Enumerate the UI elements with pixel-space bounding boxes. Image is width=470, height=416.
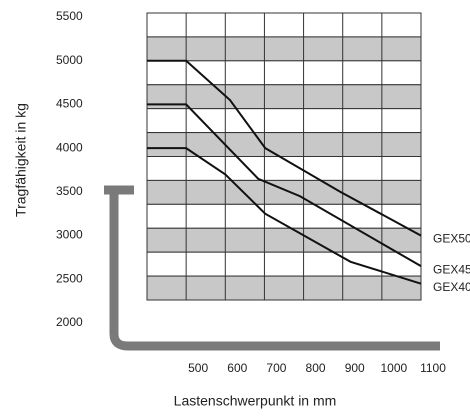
x-tick-label: 700 <box>266 361 286 375</box>
x-tick-label: 500 <box>188 361 208 375</box>
y-tick-label: 2000 <box>56 315 83 329</box>
series-label: GEX40 <box>433 280 470 294</box>
grid-band <box>147 109 421 133</box>
y-axis-title: Tragfähigkeit in kg <box>13 103 29 217</box>
x-tick-label: 800 <box>306 361 326 375</box>
y-tick-label: 3000 <box>56 228 83 242</box>
y-tick-label: 5000 <box>56 53 83 67</box>
y-tick-label: 5500 <box>56 9 83 23</box>
y-tick-label: 4000 <box>56 140 83 154</box>
x-tick-label: 600 <box>227 361 247 375</box>
grid-band <box>147 133 421 157</box>
y-tick-label: 4500 <box>56 97 83 111</box>
x-tick-label: 1100 <box>420 361 446 375</box>
grid-band <box>147 276 421 300</box>
chart: Tragfähigkeit in kg Lastenschwerpunkt in… <box>0 0 470 416</box>
grid-band <box>147 13 421 37</box>
x-axis-title: Lastenschwerpunkt in mm <box>174 393 337 409</box>
series-label: GEX50 <box>433 232 470 246</box>
grid-band <box>147 252 421 276</box>
series-label: GEX45 <box>433 262 470 276</box>
grid-band <box>147 37 421 61</box>
grid-band <box>147 228 421 252</box>
grid-band <box>147 180 421 204</box>
plot-grid <box>147 13 421 300</box>
grid-band <box>147 61 421 85</box>
y-tick-label: 3500 <box>56 184 83 198</box>
x-tick-label: 1000 <box>381 361 408 375</box>
x-tick-label: 900 <box>345 361 365 375</box>
y-tick-label: 2500 <box>56 271 83 285</box>
